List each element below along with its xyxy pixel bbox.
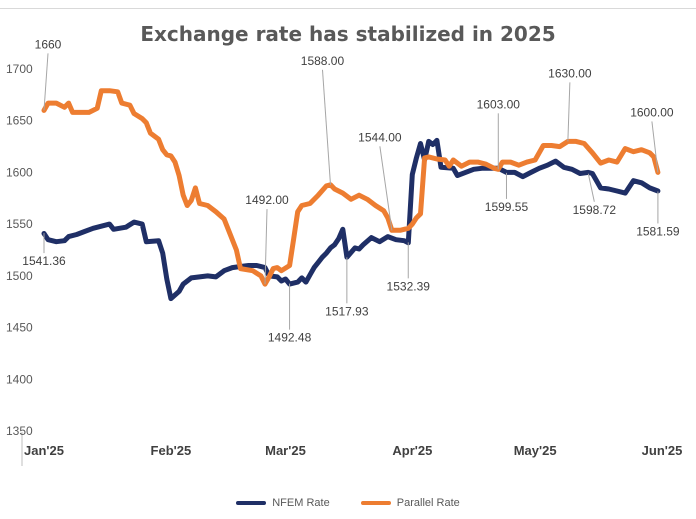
legend-label-parallel: Parallel Rate <box>396 497 460 509</box>
data-label-leader <box>43 53 49 111</box>
legend-item-nfem: NFEM Rate <box>236 497 330 509</box>
x-tick-label: Jan'25 <box>24 443 64 458</box>
data-label-leader <box>264 209 268 285</box>
y-tick-label: 1550 <box>6 217 33 231</box>
data-label: 1581.59 <box>636 224 680 238</box>
nfem-rate-line <box>41 137 661 302</box>
legend-item-parallel: Parallel Rate <box>360 497 460 509</box>
data-label: 1517.93 <box>325 304 369 318</box>
data-label: 1492.00 <box>245 193 289 207</box>
y-tick-label: 1350 <box>6 424 33 438</box>
data-label: 1660 <box>35 37 62 51</box>
axes: 1700 1650 1600 1550 1500 1450 1400 1350 Jan'25 Fe… <box>6 62 682 466</box>
y-tick-label: 1700 <box>6 62 33 76</box>
data-label: 1598.72 <box>573 203 617 217</box>
data-label-leader <box>567 82 571 142</box>
data-label: 1544.00 <box>358 130 402 144</box>
legend-swatch-parallel <box>360 501 391 505</box>
data-label-leader <box>587 173 595 202</box>
y-tick-label: 1600 <box>6 165 33 179</box>
data-label-leader <box>651 121 659 173</box>
x-tick-label: May'25 <box>514 443 557 458</box>
y-tick-label: 1500 <box>6 269 33 283</box>
data-label: 1630.00 <box>548 66 592 80</box>
data-label: 1532.39 <box>387 279 431 293</box>
chart-title: Exchange rate has stabilized in 2025 <box>140 22 556 46</box>
data-label-layer: 1541.36 1492.48 1517.93 1532.39 1599.55 1598.… <box>22 37 680 344</box>
x-tick-label: Jun'25 <box>642 443 683 458</box>
x-tick-label: Apr'25 <box>392 443 432 458</box>
data-label: 1492.48 <box>268 331 312 345</box>
parallel-rate-line <box>41 88 661 287</box>
data-label: 1603.00 <box>477 97 521 111</box>
y-tick-label: 1650 <box>6 114 33 128</box>
x-tick-label: Mar'25 <box>265 443 306 458</box>
data-label: 1600.00 <box>630 105 674 119</box>
data-label: 1541.36 <box>22 254 66 268</box>
data-label-leader <box>321 69 331 185</box>
data-label: 1588.00 <box>301 54 345 68</box>
legend: NFEM Rate Parallel Rate <box>0 496 696 509</box>
y-tick-label: 1400 <box>6 372 33 386</box>
x-tick-label: Feb'25 <box>151 443 192 458</box>
legend-label-nfem: NFEM Rate <box>272 497 330 509</box>
series-layer <box>41 88 661 302</box>
top-divider <box>0 8 696 9</box>
y-tick-label: 1450 <box>6 321 33 335</box>
data-label-leader <box>379 146 393 231</box>
legend-swatch-nfem <box>236 501 267 505</box>
data-label: 1599.55 <box>485 200 529 214</box>
